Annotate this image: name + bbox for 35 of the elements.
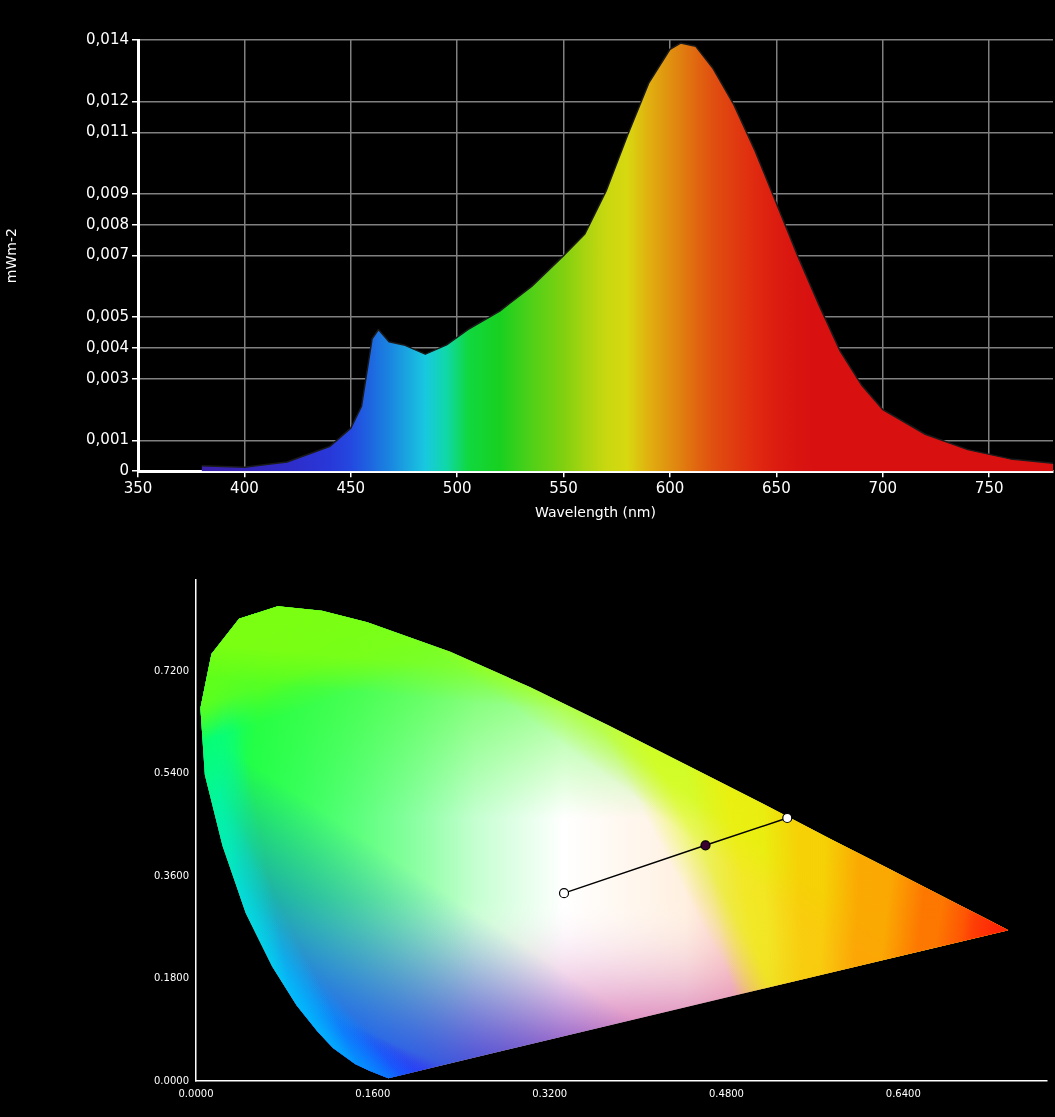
y-tick-label: 0,007 (86, 245, 129, 264)
x-tick-label: 400 (230, 479, 259, 498)
y-tick-label: 0,008 (86, 214, 129, 233)
point (782, 812, 793, 824)
x-tick-label: 0.1600 (355, 1087, 391, 1099)
y-tick-label: 0,009 (86, 183, 129, 202)
x-tick-label: 0.0000 (178, 1087, 214, 1099)
y-tick-label: 0.0000 (154, 1074, 189, 1086)
y-tick-label: 0,004 (86, 337, 129, 356)
x-tick-label: 450 (336, 479, 366, 498)
y-tick-label: 0.5400 (154, 767, 189, 779)
y-tick-label: 0 (119, 461, 129, 480)
y-tick-label: 0,014 (86, 29, 129, 48)
y-tick-label: 0,012 (86, 91, 129, 110)
x-tick-label: 500 (442, 479, 472, 498)
x-axis-title: Wavelength (nm) (535, 504, 656, 521)
x-tick-label: 700 (868, 479, 898, 498)
x-tick-label: 600 (655, 479, 685, 498)
x-tick-label: 0.4800 (708, 1087, 744, 1099)
y-tick-label: 0,005 (86, 307, 129, 326)
y-tick-label: 0,003 (86, 368, 129, 387)
y-tick-label: 0.1800 (154, 972, 189, 984)
point (558, 888, 570, 899)
y-tick-label: 0,011 (86, 122, 129, 141)
x-tick-label: 350 (123, 479, 153, 498)
point (700, 840, 711, 851)
y-tick-label: 0.3600 (154, 869, 189, 881)
y-axis-title: mWm-2 (3, 228, 20, 284)
x-tick-label: 0.6400 (885, 1087, 921, 1099)
y-tick-label: 0,001 (86, 430, 129, 449)
x-tick-label: 750 (974, 479, 1004, 498)
x-tick-label: 0.3200 (532, 1087, 568, 1099)
x-tick-label: 550 (549, 479, 578, 498)
x-tick-label: 650 (762, 479, 791, 498)
y-tick-label: 0.7200 (154, 664, 189, 676)
